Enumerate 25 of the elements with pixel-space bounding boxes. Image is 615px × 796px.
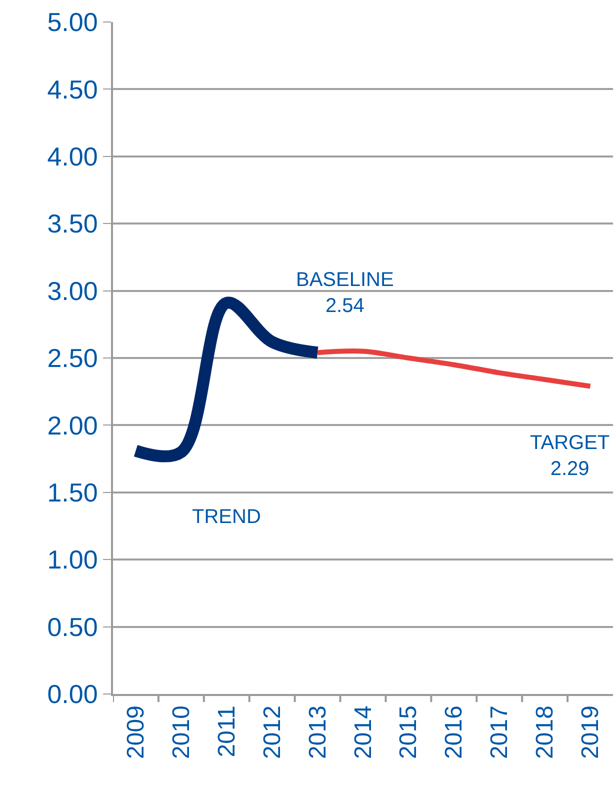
y-tick-label: 4.50 <box>47 74 98 104</box>
y-tick-label: 1.00 <box>47 544 98 575</box>
y-tick-label: 1.50 <box>47 478 98 508</box>
annotation: BASELINE 2.54 <box>296 269 394 317</box>
y-tick-label: 3.50 <box>47 208 98 239</box>
x-tick-label: 2009 <box>122 706 150 759</box>
y-tick-label: 3.00 <box>47 276 98 306</box>
y-tick-label: 5.00 <box>47 7 98 38</box>
text: TREND <box>192 506 261 528</box>
x-tick-label: 2013 <box>304 706 332 759</box>
x-tick-label: 2015 <box>395 706 422 759</box>
x-tick-label: 2012 <box>258 706 286 759</box>
y-tick-label: 2.00 <box>47 410 98 440</box>
x-tick-label: 2011 <box>213 706 240 758</box>
y-tick-label: 0.00 <box>47 679 98 710</box>
x-tick-label: 2017 <box>486 706 514 759</box>
y-tick-label: 0.50 <box>47 612 98 642</box>
x-tick-label: 2019 <box>577 706 604 759</box>
x-tick-label: 2010 <box>168 706 195 759</box>
y-tick-label: 2.50 <box>47 343 98 374</box>
x-tick-label: 2016 <box>440 706 468 759</box>
annotation: TARGET 2.29 <box>530 432 610 480</box>
x-tick-label: 2014 <box>350 706 377 759</box>
x-tick-label: 2018 <box>532 706 559 759</box>
y-tick-label: 4.00 <box>47 142 98 172</box>
